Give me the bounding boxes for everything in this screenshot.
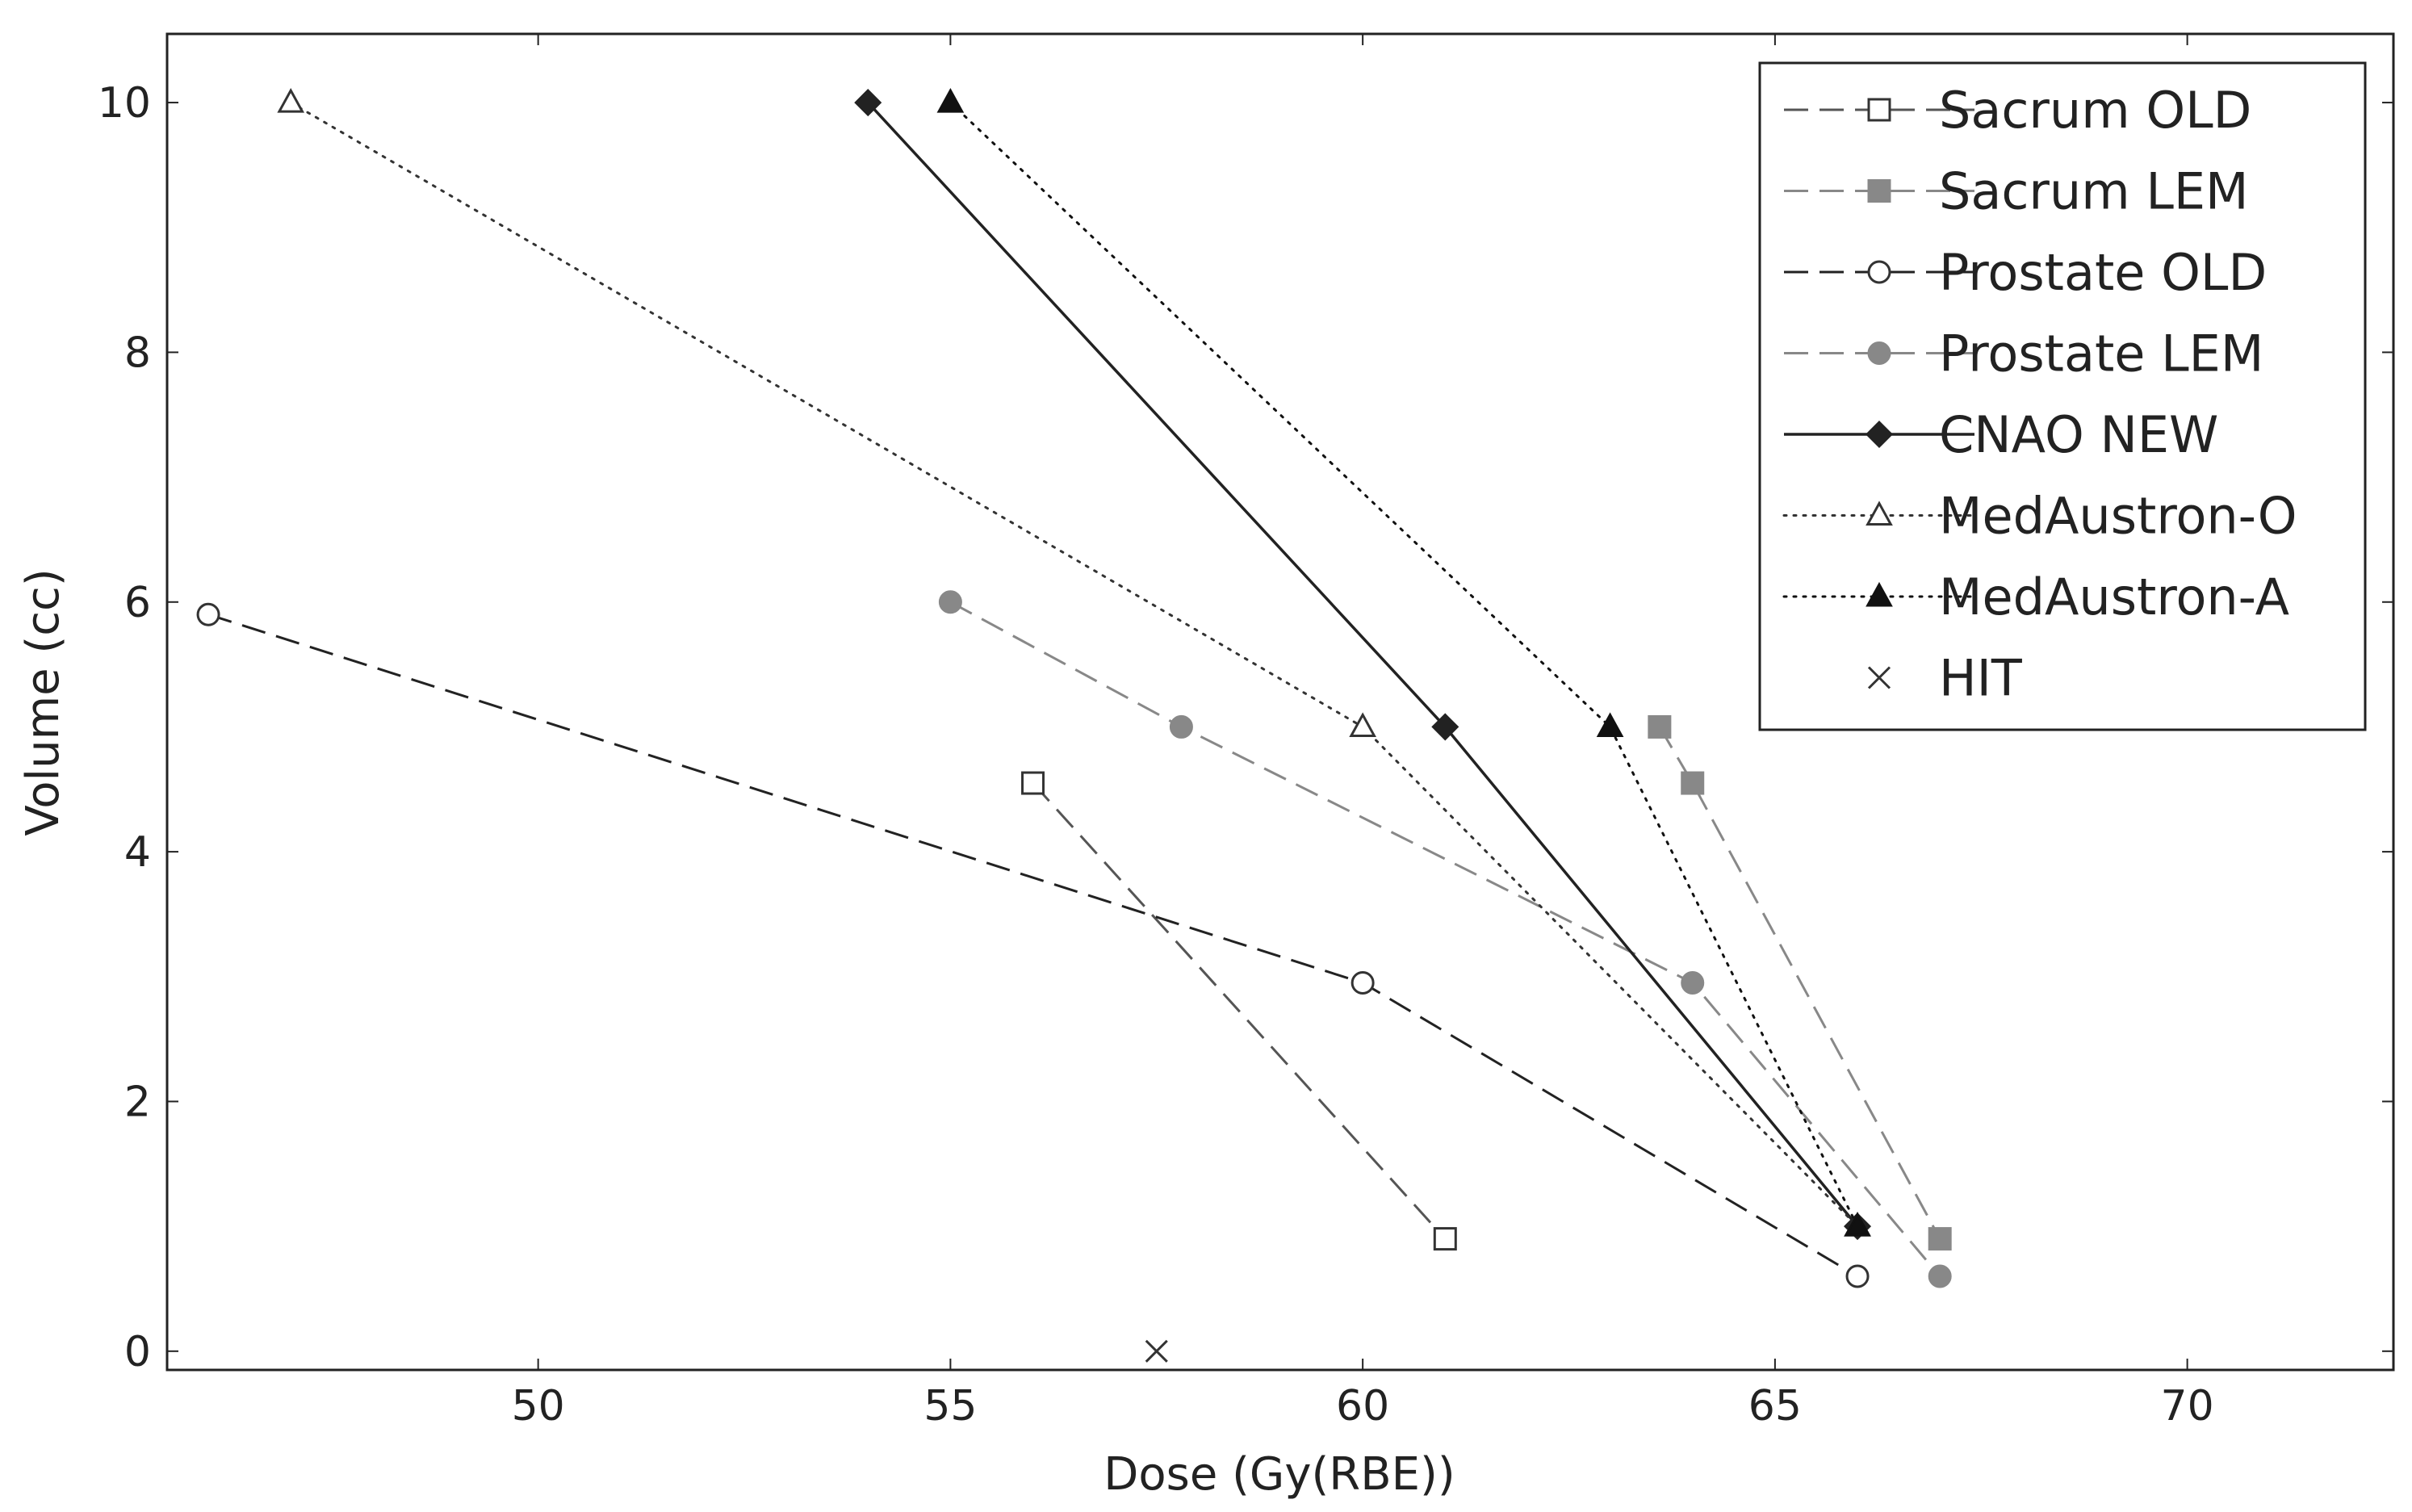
point-prostate-old-0 [196, 602, 220, 626]
legend-label-prostate-old: Prostate OLD [1939, 243, 2267, 302]
point-sacrum-old-0 [1021, 771, 1045, 795]
point-hit-0 [1145, 1339, 1168, 1363]
y-tick-label-8: 8 [124, 329, 151, 377]
x-axis-label: Dose (Gy(RBE)) [1103, 1448, 1455, 1501]
series-medaustron-o [277, 88, 1871, 1237]
x-tick-label-50: 50 [512, 1382, 565, 1430]
legend-marker-prostate-old [1867, 260, 1891, 284]
series-cnao-new [854, 89, 1872, 1241]
point-medaustron-a-1 [1596, 712, 1624, 737]
legend-entry-prostate-old: Prostate OLD [1784, 243, 2267, 302]
legend-entry-medaustron-o: MedAustron-O [1782, 487, 2297, 546]
legend-label-medaustron-a: MedAustron-A [1939, 568, 2289, 626]
point-cnao-new-0 [854, 89, 882, 117]
series-line-medaustron-a [948, 101, 1859, 1228]
y-tick-label-10: 10 [98, 79, 151, 128]
y-tick-label-2: 2 [124, 1078, 151, 1126]
x-tick-label-65: 65 [1748, 1382, 1802, 1430]
point-prostate-lem-2 [1681, 971, 1705, 995]
legend-entry-hit: HIT [1867, 649, 2023, 708]
x-tick-label-60: 60 [1336, 1382, 1389, 1430]
point-sacrum-lem-1 [1681, 771, 1705, 795]
point-prostate-lem-3 [1928, 1264, 1952, 1288]
y-tick-label-6: 6 [124, 579, 151, 627]
legend-marker-prostate-lem [1867, 341, 1891, 365]
legend-marker-cnao-new [1865, 420, 1894, 449]
legend-entry-prostate-lem: Prostate LEM [1784, 325, 2263, 383]
series-hit [1145, 1339, 1168, 1363]
point-sacrum-lem-0 [1648, 714, 1672, 739]
legend-label-prostate-lem: Prostate LEM [1939, 325, 2263, 383]
point-sacrum-old-1 [1433, 1227, 1457, 1251]
y-tick-label-4: 4 [124, 828, 151, 877]
legend-marker-medaustron-a [1866, 581, 1893, 607]
point-medaustron-o-0 [277, 88, 305, 113]
series-prostate-lem [938, 590, 1952, 1288]
point-medaustron-a-0 [936, 88, 965, 113]
legend-entry-sacrum-lem: Sacrum LEM [1784, 162, 2249, 221]
series-sacrum-old [1021, 771, 1457, 1251]
series-medaustron-a [936, 88, 1871, 1237]
y-tick-label-0: 0 [124, 1328, 151, 1376]
legend-marker-hit [1867, 666, 1891, 689]
legend-label-hit: HIT [1939, 649, 2023, 708]
legend-entry-medaustron-a: MedAustron-A [1782, 568, 2289, 626]
legend-label-sacrum-lem: Sacrum LEM [1939, 162, 2249, 221]
y-axis-label: Volume (cc) [17, 568, 69, 836]
legend-label-medaustron-o: MedAustron-O [1939, 487, 2297, 546]
x-tick-label-70: 70 [2161, 1382, 2214, 1430]
legend-layer: Sacrum OLD Sacrum LEM Prostate OLD Prostate… [1758, 61, 2367, 731]
plot-frame [165, 32, 2395, 1372]
legend-marker-medaustron-o [1866, 501, 1893, 526]
point-cnao-new-1 [1431, 713, 1459, 741]
axes-layer: 50 55 60 65 70 0 2 4 6 8 10 [98, 34, 2393, 1430]
point-medaustron-o-1 [1349, 712, 1376, 737]
legend-marker-sacrum-lem [1867, 179, 1891, 203]
series-sacrum-lem [1648, 714, 1952, 1251]
series-line-medaustron-o [289, 101, 1859, 1228]
legend-entry-sacrum-old: Sacrum OLD [1784, 81, 2251, 140]
legend-box [1758, 61, 2367, 731]
x-tick-label-55: 55 [923, 1382, 977, 1430]
point-prostate-old-2 [1845, 1264, 1870, 1288]
frame-layer [165, 32, 2395, 1372]
series-line-sacrum-lem [1658, 726, 1941, 1240]
series-line-sacrum-old [1032, 782, 1447, 1240]
series-layer [196, 88, 1952, 1363]
point-prostate-old-1 [1350, 971, 1375, 995]
point-medaustron-a-2 [1844, 1212, 1871, 1237]
point-sacrum-lem-2 [1928, 1227, 1952, 1251]
point-prostate-lem-1 [1169, 714, 1193, 739]
series-line-cnao-new [866, 101, 1859, 1228]
series-line-prostate-lem [949, 601, 1941, 1277]
legend-label-sacrum-old: Sacrum OLD [1939, 81, 2251, 140]
legend-label-cnao-new: CNAO NEW [1939, 405, 2218, 464]
series-prostate-old [196, 602, 1870, 1288]
legend-entry-cnao-new: CNAO NEW [1784, 405, 2218, 464]
legend-marker-sacrum-old [1867, 98, 1891, 122]
point-prostate-lem-0 [938, 590, 962, 614]
